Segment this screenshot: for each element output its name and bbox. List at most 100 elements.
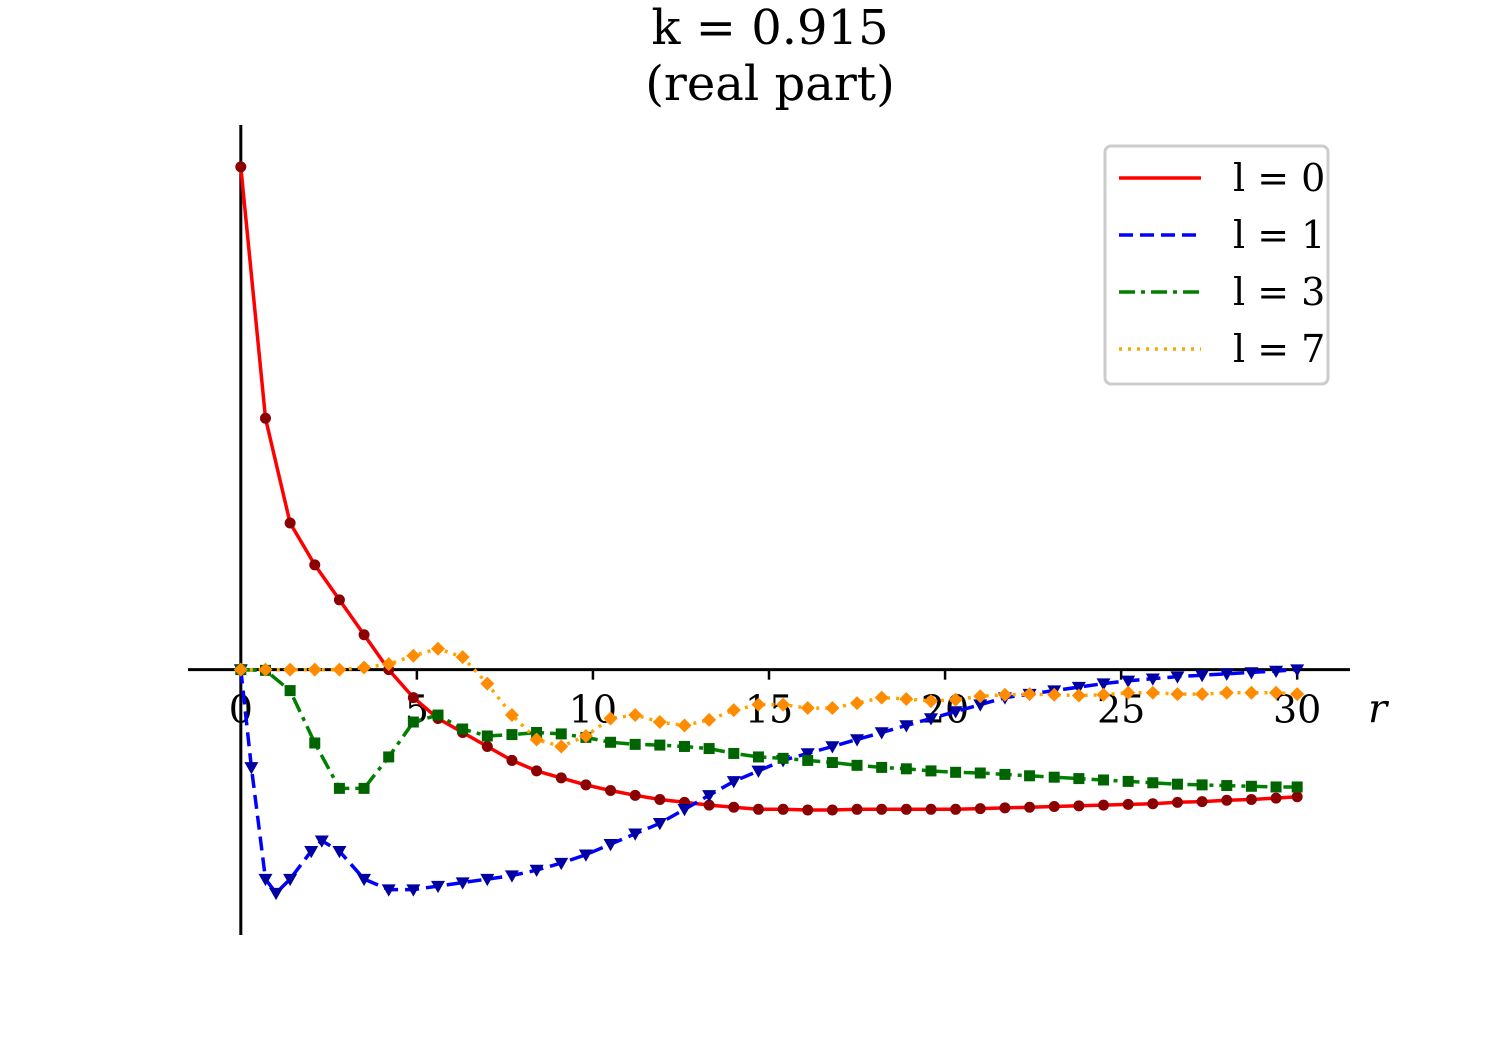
- data-marker: [677, 718, 692, 733]
- data-marker: [825, 701, 840, 716]
- data-marker: [948, 706, 963, 719]
- data-marker: [950, 803, 962, 815]
- data-marker: [800, 701, 815, 716]
- data-marker: [383, 751, 395, 763]
- series-layer: [233, 161, 1305, 901]
- data-marker: [381, 884, 396, 897]
- data-marker: [923, 694, 938, 709]
- data-marker: [826, 804, 838, 816]
- data-marker: [605, 736, 617, 748]
- data-marker: [1096, 687, 1111, 702]
- data-marker: [1147, 798, 1159, 810]
- data-marker: [825, 741, 840, 754]
- data-marker: [309, 559, 321, 571]
- data-marker: [876, 761, 888, 773]
- data-marker: [900, 763, 912, 775]
- data-marker: [1171, 778, 1183, 790]
- data-marker: [314, 835, 329, 848]
- data-marker: [406, 648, 421, 663]
- data-marker: [752, 751, 764, 763]
- data-marker: [1170, 687, 1185, 702]
- data-marker: [948, 692, 963, 707]
- x-ticks: 0 5 10 15 20 25 30: [229, 669, 1321, 732]
- data-marker: [1047, 687, 1062, 702]
- data-marker: [480, 873, 495, 887]
- data-marker: [900, 803, 912, 815]
- data-marker: [752, 803, 764, 815]
- data-marker: [529, 864, 544, 878]
- data-marker: [283, 873, 298, 887]
- legend-label: l = 1: [1233, 213, 1325, 257]
- data-marker: [332, 662, 347, 677]
- data-marker: [358, 782, 370, 794]
- data-marker: [506, 729, 518, 741]
- data-marker: [357, 873, 372, 887]
- data-marker: [1195, 687, 1210, 702]
- data-marker: [1244, 685, 1259, 700]
- data-marker: [1145, 685, 1160, 700]
- data-marker: [358, 629, 370, 641]
- axes: 0 5 10 15 20 25 30 r: [188, 125, 1390, 935]
- data-marker: [851, 759, 863, 771]
- data-marker: [1022, 687, 1037, 702]
- data-marker: [1290, 664, 1305, 677]
- legend-label: l = 3: [1233, 270, 1325, 314]
- legend-box: [1103, 144, 1330, 386]
- data-marker: [431, 880, 446, 894]
- data-marker: [876, 803, 888, 815]
- data-marker: [480, 676, 495, 691]
- data-marker: [800, 748, 815, 761]
- data-marker: [529, 732, 544, 747]
- data-marker: [726, 776, 741, 789]
- data-marker: [1048, 801, 1060, 813]
- data-marker: [997, 687, 1012, 702]
- data-marker: [1219, 685, 1234, 700]
- data-marker: [973, 699, 988, 712]
- data-marker: [381, 657, 396, 672]
- data-marker: [652, 818, 667, 831]
- data-marker: [1221, 780, 1233, 792]
- data-marker: [751, 697, 766, 712]
- legend-items: l = 0 l = 1 l = 3 l = 7: [1119, 156, 1325, 371]
- x-tick-label: 10: [569, 688, 617, 732]
- data-marker: [357, 660, 372, 675]
- data-marker: [605, 784, 617, 796]
- data-marker: [850, 696, 865, 711]
- data-marker: [702, 790, 717, 803]
- data-marker: [652, 715, 667, 730]
- data-marker: [235, 161, 247, 173]
- data-marker: [1121, 685, 1136, 700]
- data-marker: [269, 887, 284, 901]
- data-marker: [974, 767, 986, 779]
- data-marker: [244, 762, 259, 775]
- data-marker: [333, 782, 345, 794]
- data-marker: [1098, 799, 1110, 811]
- data-marker: [1196, 796, 1208, 808]
- data-marker: [407, 692, 419, 704]
- data-marker: [1291, 781, 1303, 793]
- data-marker: [1195, 669, 1210, 683]
- data-marker: [407, 716, 419, 728]
- data-marker: [851, 803, 863, 815]
- data-marker: [629, 738, 641, 750]
- data-marker: [777, 752, 789, 764]
- data-marker: [1290, 687, 1305, 702]
- data-marker: [677, 804, 692, 817]
- legend-label: l = 0: [1233, 156, 1325, 200]
- data-marker: [654, 794, 666, 806]
- data-marker: [603, 711, 618, 726]
- data-marker: [1269, 685, 1284, 700]
- data-marker: [974, 803, 986, 815]
- data-marker: [432, 709, 444, 721]
- data-marker: [233, 662, 248, 677]
- data-marker: [973, 689, 988, 704]
- data-marker: [777, 803, 789, 815]
- data-marker: [1145, 673, 1160, 686]
- data-marker: [1269, 665, 1284, 679]
- data-marker: [726, 703, 741, 718]
- data-marker: [802, 754, 814, 766]
- data-marker: [1048, 771, 1060, 783]
- data-marker: [628, 828, 643, 841]
- data-marker: [284, 685, 296, 697]
